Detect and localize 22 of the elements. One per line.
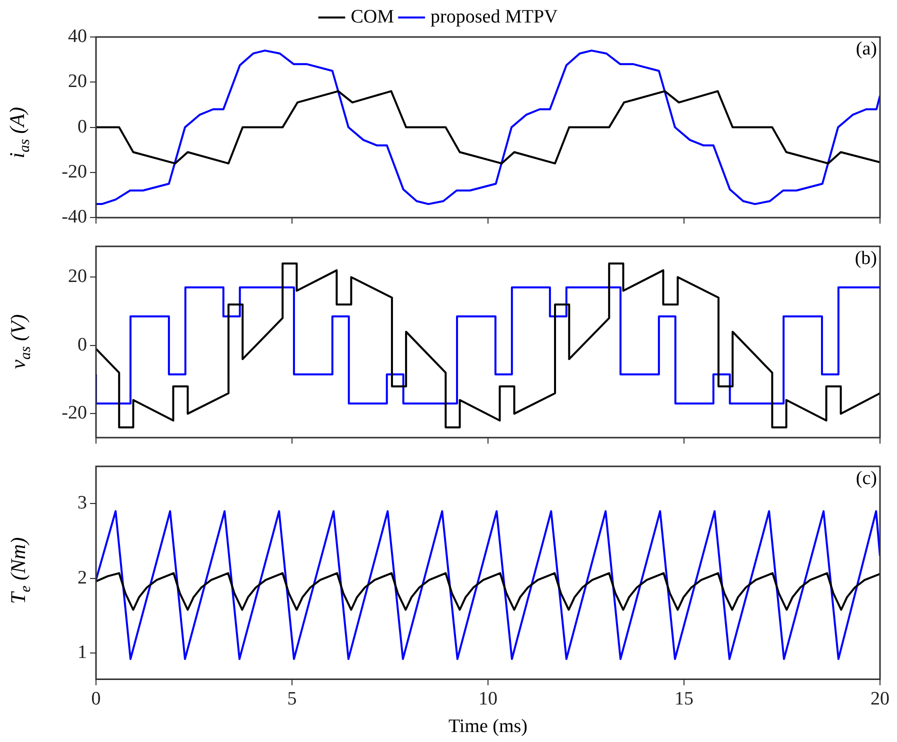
- annotation: (a): [856, 38, 877, 60]
- y-tick-label: 2: [78, 567, 87, 588]
- legend-label: proposed MTPV: [430, 6, 558, 28]
- y-tick-label: 0: [78, 116, 87, 138]
- annotation: (b): [854, 248, 877, 269]
- y-tick-label: 3: [78, 492, 87, 514]
- x-tick-label: 5: [287, 688, 297, 710]
- y-tick-label: -20: [62, 161, 87, 182]
- legend-label: COM: [350, 6, 394, 28]
- y-tick-label: -40: [62, 206, 87, 228]
- x-tick-label: 0: [91, 688, 101, 710]
- y-tick-label: 0: [78, 334, 87, 356]
- y-tick-label: -20: [62, 402, 87, 424]
- x-tick-label: 20: [870, 688, 890, 710]
- x-tick-label: 10: [478, 688, 498, 710]
- y-tick-label: 1: [78, 642, 87, 664]
- y-tick-label: 40: [68, 26, 87, 47]
- x-axis-title: Time (ms): [447, 716, 528, 738]
- y-tick-label: 20: [68, 266, 87, 288]
- x-tick-label: 15: [674, 688, 694, 710]
- annotation: (c): [856, 468, 877, 489]
- y-tick-label: 20: [68, 71, 87, 92]
